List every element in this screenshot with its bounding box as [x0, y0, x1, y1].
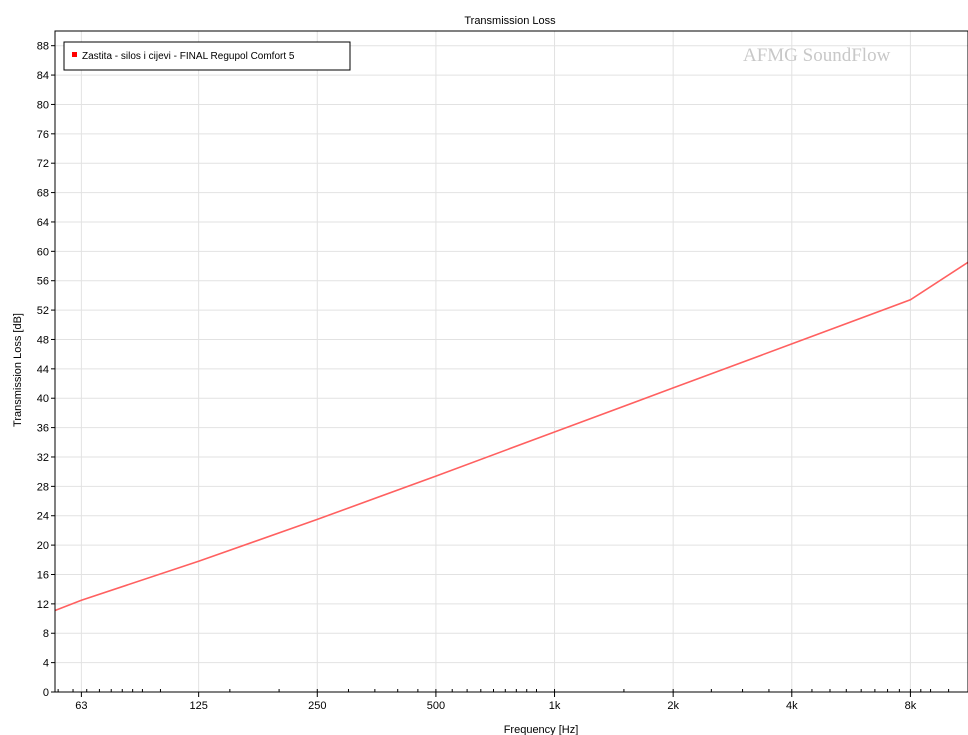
y-axis-ticks: 0481216202428323640444852566064687276808… [37, 41, 55, 699]
y-tick-label: 4 [43, 658, 49, 670]
y-tick-label: 28 [37, 481, 49, 493]
x-tick-label: 1k [549, 700, 561, 712]
x-axis-ticks: 63 125 250 500 1k 2k 4k 8k [75, 692, 917, 712]
y-tick-label: 16 [37, 569, 49, 581]
y-axis-title: Transmission Loss [dB] [12, 313, 24, 427]
grid [55, 31, 968, 693]
watermark-text: AFMG SoundFlow [743, 45, 891, 66]
x-tick-label: 2k [667, 700, 679, 712]
y-tick-label: 36 [37, 423, 49, 435]
legend: Zastita - silos i cijevi - FINAL Regupol… [63, 41, 351, 71]
x-tick-label: 500 [427, 700, 445, 712]
y-tick-label: 80 [37, 99, 49, 111]
x-axis-title: Frequency [Hz] [504, 724, 579, 735]
legend-label: Zastita - silos i cijevi - FINAL Regupol… [82, 51, 295, 62]
y-tick-label: 48 [37, 334, 49, 346]
y-tick-label: 64 [37, 217, 49, 229]
y-tick-label: 40 [37, 393, 49, 405]
chart-title: Transmission Loss [464, 15, 556, 27]
y-tick-label: 76 [37, 129, 49, 141]
plot-area-border [54, 30, 968, 693]
x-tick-label: 250 [308, 700, 326, 712]
y-tick-label: 72 [37, 158, 49, 170]
x-tick-label: 63 [75, 700, 87, 712]
y-tick-label: 68 [37, 188, 49, 200]
y-tick-label: 84 [37, 70, 49, 82]
y-tick-label: 52 [37, 305, 49, 317]
y-tick-label: 60 [37, 246, 49, 258]
y-tick-label: 0 [43, 687, 49, 699]
y-tick-label: 32 [37, 452, 49, 464]
y-tick-label: 12 [37, 599, 49, 611]
series-line [54, 261, 968, 612]
y-tick-label: 20 [37, 540, 49, 552]
y-tick-label: 44 [37, 364, 49, 376]
x-tick-label: 8k [905, 700, 917, 712]
legend-box [63, 41, 351, 71]
y-tick-label: 8 [43, 628, 49, 640]
legend-swatch [72, 52, 77, 57]
y-tick-label: 24 [37, 511, 49, 523]
series-layer [54, 261, 968, 612]
x-tick-label: 125 [189, 700, 207, 712]
x-tick-label: 4k [786, 700, 798, 712]
y-tick-label: 56 [37, 276, 49, 288]
y-tick-label: 88 [37, 41, 49, 53]
